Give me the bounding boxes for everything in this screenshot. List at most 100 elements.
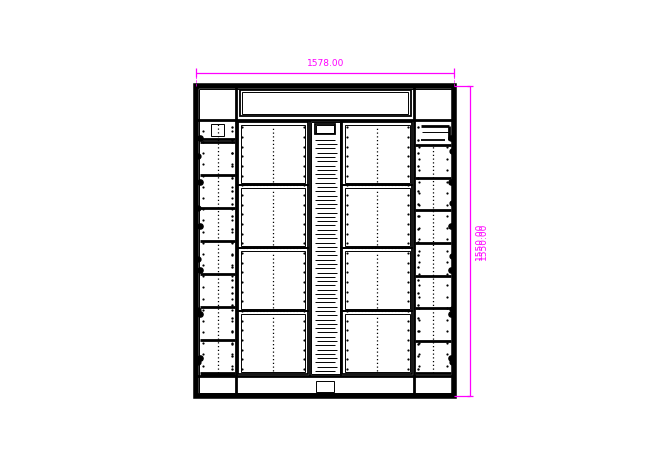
- Bar: [316, 381, 334, 392]
- Point: [413, 226, 424, 233]
- Point: [403, 211, 413, 218]
- Point: [299, 356, 309, 363]
- Point: [194, 223, 205, 230]
- Point: [198, 161, 209, 168]
- Point: [403, 239, 413, 247]
- Bar: [315, 124, 335, 134]
- Bar: [199, 89, 452, 393]
- Point: [299, 143, 309, 151]
- Point: [237, 239, 248, 247]
- Point: [198, 206, 209, 213]
- Point: [447, 252, 458, 260]
- Point: [342, 133, 352, 141]
- Point: [299, 182, 309, 189]
- Point: [441, 189, 452, 197]
- Point: [237, 365, 248, 373]
- Point: [226, 228, 237, 235]
- Point: [226, 150, 237, 157]
- Point: [237, 346, 248, 353]
- Point: [441, 350, 452, 358]
- Point: [299, 249, 309, 257]
- Point: [342, 124, 352, 131]
- Point: [413, 200, 424, 207]
- Point: [342, 365, 352, 373]
- Point: [413, 187, 424, 195]
- Point: [198, 328, 209, 336]
- Point: [413, 327, 424, 335]
- Bar: [211, 124, 224, 136]
- Point: [413, 162, 424, 169]
- Point: [342, 259, 352, 266]
- Point: [441, 316, 452, 323]
- Point: [226, 139, 237, 146]
- Point: [299, 336, 309, 344]
- Point: [403, 201, 413, 208]
- Point: [441, 213, 452, 220]
- Point: [342, 298, 352, 305]
- Point: [227, 340, 237, 347]
- Point: [403, 124, 413, 131]
- Point: [403, 365, 413, 373]
- Point: [446, 134, 456, 142]
- Point: [413, 270, 424, 277]
- Point: [441, 235, 452, 243]
- Point: [342, 269, 352, 276]
- Point: [299, 133, 309, 141]
- Point: [342, 143, 352, 151]
- Point: [441, 178, 452, 186]
- Point: [194, 266, 205, 274]
- Point: [227, 200, 237, 207]
- Bar: [311, 122, 340, 374]
- Point: [299, 230, 309, 238]
- Point: [403, 279, 413, 286]
- Point: [237, 172, 248, 179]
- Point: [237, 259, 248, 266]
- Point: [441, 281, 452, 289]
- Bar: [345, 314, 410, 372]
- Point: [198, 250, 209, 258]
- Point: [198, 317, 209, 325]
- Point: [226, 362, 237, 369]
- Point: [299, 298, 309, 305]
- Point: [198, 150, 209, 157]
- Point: [227, 213, 237, 220]
- Point: [227, 238, 237, 246]
- Point: [193, 307, 203, 314]
- Bar: [342, 185, 412, 248]
- Point: [413, 293, 424, 300]
- Bar: [345, 251, 410, 309]
- Point: [226, 261, 237, 269]
- Point: [198, 339, 209, 347]
- Point: [226, 206, 237, 213]
- Bar: [342, 122, 412, 185]
- Point: [413, 340, 424, 347]
- Point: [342, 336, 352, 344]
- Point: [299, 288, 309, 295]
- Bar: [240, 90, 411, 116]
- Point: [342, 201, 352, 208]
- Point: [299, 307, 309, 315]
- Point: [403, 182, 413, 189]
- Point: [198, 139, 209, 146]
- Point: [226, 127, 237, 135]
- Point: [413, 302, 424, 309]
- Point: [227, 187, 237, 195]
- Point: [413, 276, 424, 284]
- Point: [227, 251, 237, 259]
- Point: [237, 182, 248, 189]
- Point: [413, 314, 424, 322]
- Point: [342, 192, 352, 199]
- Point: [342, 279, 352, 286]
- Point: [198, 261, 209, 269]
- Point: [227, 365, 237, 373]
- Bar: [342, 312, 412, 374]
- Point: [227, 327, 237, 335]
- Point: [413, 166, 424, 174]
- Point: [226, 272, 237, 280]
- Point: [198, 295, 209, 302]
- Point: [413, 350, 424, 358]
- Point: [403, 356, 413, 363]
- Text: 1578.00: 1578.00: [306, 60, 344, 68]
- Point: [299, 269, 309, 276]
- Point: [413, 235, 424, 243]
